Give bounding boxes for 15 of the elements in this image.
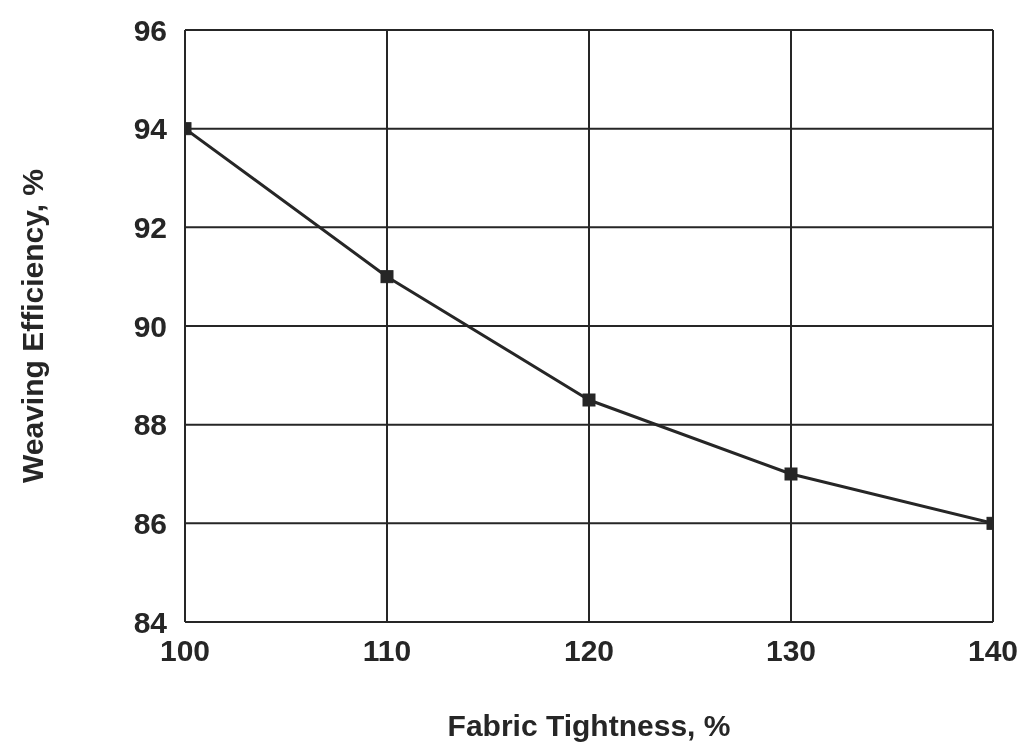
y-axis-title: Weaving Efficiency, % (15, 169, 49, 483)
x-tick-label: 130 (765, 634, 817, 668)
point (380, 270, 394, 284)
y-tick-label: 88 (133, 408, 167, 442)
y-tick-label: 92 (133, 210, 167, 244)
point (582, 393, 596, 407)
x-tick-label: 140 (967, 634, 1019, 668)
x-axis-title: Fabric Tightness, % (447, 709, 731, 742)
y-tick-label: 94 (133, 112, 168, 146)
y-tick-label: 86 (133, 506, 167, 540)
x-tick-label: 120 (563, 634, 615, 668)
y-tick-label: 90 (133, 309, 167, 343)
x-tick-label: 110 (362, 634, 412, 668)
point (784, 467, 798, 481)
y-tick-label: 96 (133, 13, 167, 47)
